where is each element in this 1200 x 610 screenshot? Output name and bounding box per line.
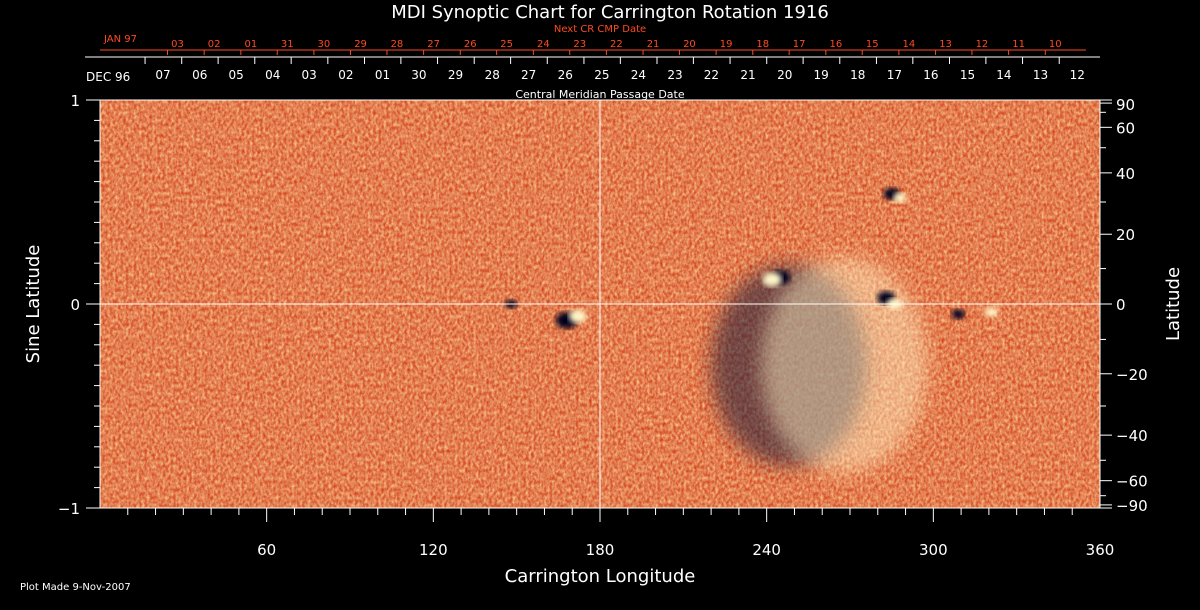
x-tick-label: 240 — [752, 541, 781, 559]
next-date-label: 26 — [464, 39, 477, 50]
next-date-label: 23 — [573, 39, 586, 50]
next-date-label: 24 — [537, 39, 550, 50]
y-axis-label-right: Latitude — [1163, 267, 1184, 341]
next-date-label: 02 — [208, 39, 221, 50]
next-date-label: 15 — [866, 39, 879, 50]
top-date-label: 07 — [155, 68, 170, 82]
top-date-label: 16 — [923, 68, 938, 82]
top-date-label: 18 — [850, 68, 865, 82]
y-tick-label-right: 20 — [1116, 226, 1135, 244]
top-date-label: 14 — [996, 68, 1011, 82]
next-date-label: 10 — [1049, 39, 1062, 50]
plot-made-footer: Plot Made 9-Nov-2007 — [20, 582, 131, 593]
top-date-label: 25 — [594, 68, 609, 82]
y-tick-label-right: −60 — [1116, 473, 1148, 491]
top-date-label: 19 — [813, 68, 828, 82]
y-tick-label-right: −20 — [1116, 366, 1148, 384]
y-tick-label-right: 90 — [1116, 96, 1135, 114]
top-date-label: 23 — [667, 68, 682, 82]
top-date-label: 27 — [521, 68, 536, 82]
next-date-label: 31 — [281, 39, 294, 50]
top-date-label: 28 — [485, 68, 500, 82]
next-date-label: 30 — [318, 39, 331, 50]
top-date-label: 21 — [740, 68, 755, 82]
next-date-label: 03 — [171, 39, 184, 50]
top-date-label: 04 — [265, 68, 280, 82]
next-date-label: 17 — [793, 39, 806, 50]
y-tick-label-right: 60 — [1116, 119, 1135, 137]
next-date-label: 11 — [1012, 39, 1025, 50]
top-axis-title: Central Meridian Passage Date — [515, 88, 684, 101]
x-tick-label: 60 — [257, 541, 276, 559]
top-date-label: 13 — [1033, 68, 1048, 82]
top-date-label: 02 — [338, 68, 353, 82]
next-date-label: 28 — [391, 39, 404, 50]
top-date-label: 06 — [192, 68, 207, 82]
next-date-label: 21 — [647, 39, 660, 50]
axes: 60 120 180 240 300 360−101 906040200−20−40−60−… — [58, 39, 1148, 559]
x-tick-label: 300 — [919, 541, 948, 559]
next-date-label: 25 — [500, 39, 513, 50]
top-date-label: 12 — [1070, 68, 1085, 82]
next-date-label: 18 — [756, 39, 769, 50]
y-tick-label-left: −1 — [58, 500, 80, 518]
next-date-label: 01 — [244, 39, 257, 50]
magnetic-features — [505, 187, 999, 474]
next-date-label: 27 — [427, 39, 440, 50]
next-date-label: 29 — [354, 39, 367, 50]
negative-polarity-spot — [951, 309, 966, 320]
next-date-label: 20 — [683, 39, 696, 50]
top-date-label: 05 — [228, 68, 243, 82]
top-date-label: 15 — [960, 68, 975, 82]
top-date-label: 01 — [375, 68, 390, 82]
next-date-label: 14 — [903, 39, 916, 50]
next-axis-month-label: JAN 97 — [103, 34, 137, 45]
top-date-label: 20 — [777, 68, 792, 82]
top-date-label: 30 — [411, 68, 426, 82]
positive-polarity-spot — [984, 307, 999, 318]
x-tick-label: 120 — [419, 541, 448, 559]
active-region — [761, 256, 928, 474]
next-date-label: 12 — [976, 39, 989, 50]
chart-title: MDI Synoptic Chart for Carrington Rotati… — [391, 2, 829, 23]
next-date-label: 22 — [610, 39, 623, 50]
positive-polarity-spot — [762, 272, 782, 287]
next-date-label: 13 — [939, 39, 952, 50]
y-tick-label-left: 1 — [70, 92, 80, 110]
top-date-label: 17 — [887, 68, 902, 82]
top-axis-month-label: DEC 96 — [86, 70, 130, 84]
next-date-label: 19 — [720, 39, 733, 50]
y-tick-label-right: −40 — [1116, 427, 1148, 445]
x-tick-label: 360 — [1086, 541, 1115, 559]
next-axis-title: Next CR CMP Date — [554, 24, 646, 35]
top-date-label: 29 — [448, 68, 463, 82]
y-tick-label-right: 0 — [1116, 296, 1126, 314]
x-tick-label: 180 — [586, 541, 615, 559]
x-axis-label: Carrington Longitude — [505, 566, 696, 587]
y-tick-label-right: −90 — [1116, 497, 1148, 515]
top-date-label: 26 — [558, 68, 573, 82]
y-tick-label-left: 0 — [70, 296, 80, 314]
y-tick-label-right: 40 — [1116, 165, 1135, 183]
next-date-label: 16 — [829, 39, 842, 50]
positive-polarity-spot — [568, 309, 587, 323]
top-date-label: 24 — [631, 68, 646, 82]
positive-polarity-spot — [893, 192, 907, 204]
top-date-label: 22 — [704, 68, 719, 82]
top-date-label: 03 — [302, 68, 317, 82]
y-axis-label-left: Sine Latitude — [23, 245, 44, 364]
